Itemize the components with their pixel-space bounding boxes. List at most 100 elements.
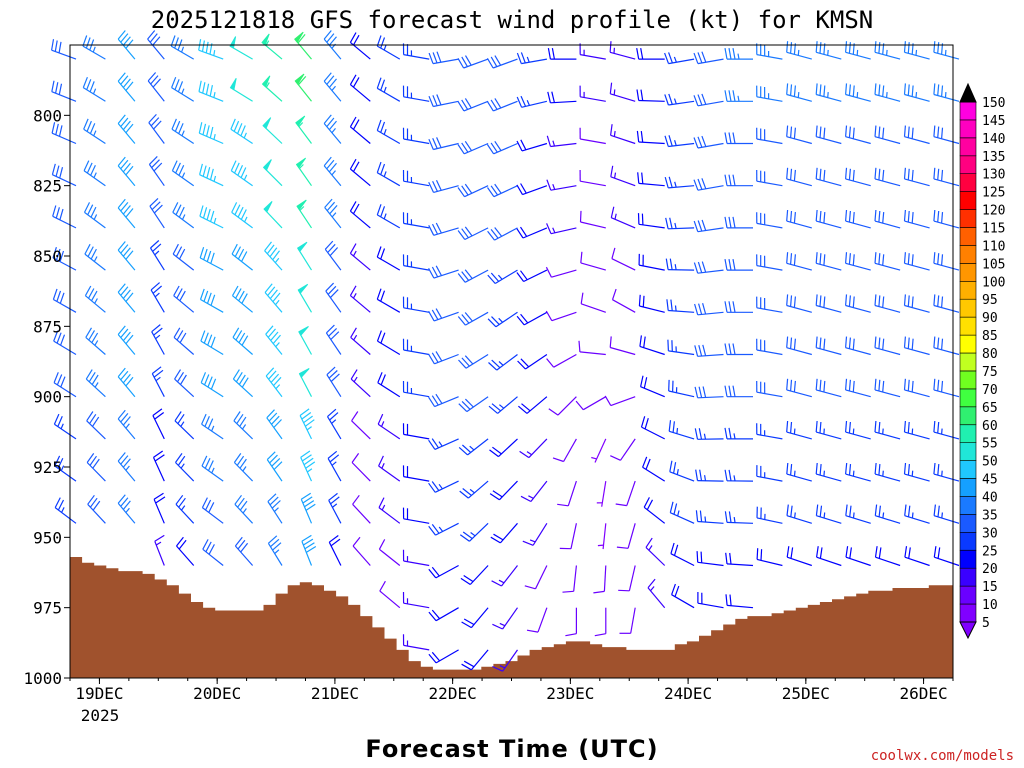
barb-staff: [786, 178, 812, 187]
barb-full: [122, 331, 131, 342]
barb-pennant: [297, 283, 309, 295]
barb-full: [904, 504, 907, 516]
wind-barb: [638, 253, 665, 271]
barb-staff: [726, 563, 754, 567]
barb-full: [299, 408, 310, 416]
barb-staff: [756, 558, 783, 567]
barb-full: [593, 590, 605, 594]
barb-staff: [171, 128, 195, 145]
barb-staff: [668, 390, 695, 398]
wind-barb: [668, 379, 695, 398]
barb-full: [230, 160, 237, 172]
barb-full: [464, 98, 472, 109]
barb-staff: [350, 126, 371, 144]
barb-full: [790, 253, 793, 265]
barb-full: [786, 546, 790, 558]
barb-full: [92, 500, 101, 511]
barb-full: [937, 253, 940, 265]
wind-barb: [933, 167, 960, 187]
barb-full: [230, 118, 236, 130]
barb-staff: [580, 96, 606, 102]
barb-full: [933, 546, 937, 558]
wind-barb: [596, 481, 607, 507]
barb-full: [878, 464, 881, 476]
barb-staff: [756, 307, 783, 313]
barb-full: [486, 101, 494, 112]
barb-full: [122, 162, 131, 173]
wind-barb: [229, 78, 253, 102]
barb-full: [845, 336, 848, 348]
colorbar-label: 125: [982, 186, 1005, 201]
wind-barb: [294, 73, 312, 102]
wind-barb: [297, 283, 313, 313]
barb-full: [457, 101, 465, 112]
barb-full: [516, 96, 523, 108]
barb-half: [552, 227, 556, 234]
barb-full: [937, 84, 940, 96]
wind-barb: [117, 72, 136, 102]
barb-full: [793, 85, 796, 97]
barb-full: [176, 371, 185, 383]
barb-full: [120, 497, 129, 507]
wind-barb: [610, 165, 636, 187]
barb-full: [206, 125, 210, 137]
x-tick-label: 22DEC: [429, 684, 477, 703]
barb-full: [668, 93, 673, 105]
wind-barb: [609, 41, 636, 60]
barb-half: [213, 217, 217, 224]
wind-barb: [874, 167, 901, 187]
barb-full: [874, 83, 877, 95]
wind-barb: [428, 265, 459, 279]
x-tick-label: 25DEC: [782, 684, 830, 703]
barb-full: [490, 99, 498, 110]
barb-full: [874, 336, 877, 348]
barb-full: [848, 337, 851, 349]
barb-full: [728, 216, 732, 229]
barb-full: [198, 122, 203, 134]
barb-full: [669, 501, 674, 513]
barb-full: [203, 332, 209, 344]
barb-full: [304, 419, 315, 427]
barb-full: [636, 89, 640, 101]
barb-half: [298, 164, 304, 169]
barb-staff: [403, 391, 430, 398]
barb-full: [149, 197, 159, 207]
y-tick-label: 875: [33, 317, 62, 336]
barb-full: [933, 420, 936, 433]
wind-barb: [457, 183, 489, 198]
wind-barb: [756, 169, 783, 187]
barb-staff: [612, 299, 636, 313]
barb-full: [937, 464, 940, 476]
wind-barb: [545, 310, 577, 322]
wind-barb: [376, 77, 401, 102]
wind-barb: [53, 330, 77, 356]
wind-barb: [517, 354, 548, 370]
wind-barb: [428, 308, 459, 322]
barb-half: [242, 466, 247, 472]
barb-full: [610, 206, 615, 218]
barb-staff: [697, 602, 724, 609]
barb-staff: [325, 290, 342, 313]
barb-full: [907, 505, 911, 517]
barb-full: [819, 464, 822, 476]
barb-staff: [433, 185, 459, 193]
barb-full: [237, 164, 244, 176]
barb-staff: [697, 227, 724, 233]
barb-half: [650, 586, 655, 592]
wind-barb: [666, 299, 695, 313]
barb-full: [728, 132, 732, 144]
barb-pennant: [298, 368, 310, 379]
wind-barb: [460, 565, 489, 586]
barb-full: [516, 272, 525, 282]
wind-barb: [86, 453, 106, 482]
barb-staff: [299, 415, 313, 440]
barb-full: [324, 198, 333, 208]
barb-staff: [86, 420, 106, 440]
wind-barb: [350, 327, 371, 355]
barb-staff: [816, 178, 842, 187]
wind-barb: [486, 98, 518, 112]
barb-full: [234, 246, 242, 257]
barb-half: [733, 517, 736, 523]
barb-full: [329, 454, 340, 463]
barb-full: [272, 334, 281, 344]
